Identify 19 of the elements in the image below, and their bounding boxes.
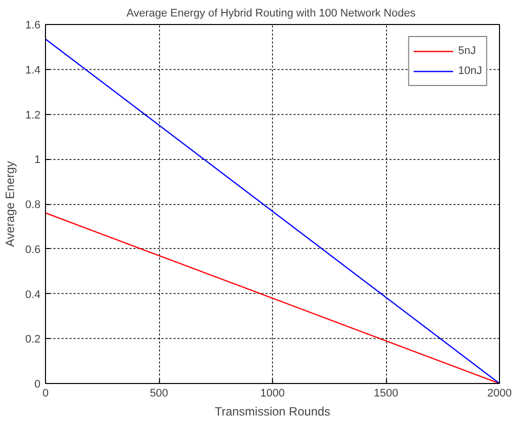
- x-axis-title: Transmission Rounds: [214, 404, 330, 418]
- y-tick-label: 1.2: [25, 109, 41, 122]
- y-tick-label: 0: [34, 378, 41, 390]
- y-tick-label: 1.6: [25, 20, 41, 32]
- y-tick-label: 0.4: [25, 288, 41, 301]
- y-tick-label: 0.8: [25, 199, 41, 211]
- y-tick-label: 0.2: [25, 334, 41, 346]
- y-tick-label: 1.4: [25, 64, 41, 76]
- legend-label: 10nJ: [458, 65, 482, 77]
- x-tick-label: 0: [42, 388, 49, 400]
- x-tick-label: 2000: [487, 388, 512, 400]
- x-tick-label: 500: [150, 388, 168, 400]
- x-tick-label: 1500: [374, 388, 398, 400]
- legend-label: 5nJ: [458, 45, 477, 57]
- y-tick-label: 1: [34, 154, 41, 166]
- y-tick-label: 0.6: [25, 244, 41, 256]
- x-tick-label: 1000: [260, 388, 285, 400]
- y-axis-title: Average Energy: [3, 161, 18, 247]
- chart-title: Average Energy of Hybrid Routing with 100 Network Nodes: [126, 8, 416, 20]
